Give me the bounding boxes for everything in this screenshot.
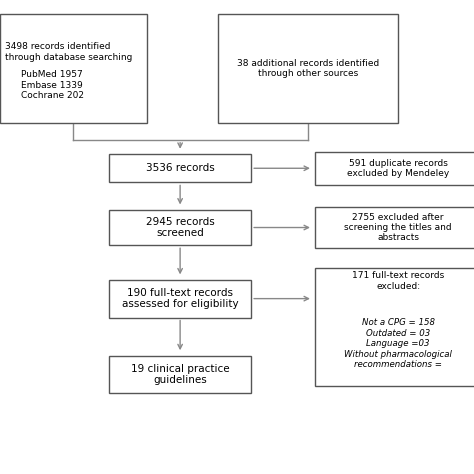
FancyBboxPatch shape <box>109 210 251 246</box>
Text: 591 duplicate records
excluded by Mendeley: 591 duplicate records excluded by Mendel… <box>347 159 449 178</box>
FancyBboxPatch shape <box>0 14 147 123</box>
Text: 171 full-text records
excluded:: 171 full-text records excluded: <box>352 272 444 291</box>
FancyBboxPatch shape <box>109 280 251 318</box>
FancyBboxPatch shape <box>109 154 251 182</box>
FancyBboxPatch shape <box>218 14 398 123</box>
Text: 3498 records identified
through database searching: 3498 records identified through database… <box>5 43 132 62</box>
Text: 38 additional records identified
through other sources: 38 additional records identified through… <box>237 59 379 78</box>
FancyBboxPatch shape <box>315 152 474 185</box>
FancyBboxPatch shape <box>109 356 251 393</box>
Text: 3536 records: 3536 records <box>146 163 215 173</box>
FancyBboxPatch shape <box>315 268 474 386</box>
Text: 2945 records
screened: 2945 records screened <box>146 217 215 238</box>
Text: Not a CPG = 158
Outdated = 03
Language =03
Without pharmacological
recommendatio: Not a CPG = 158 Outdated = 03 Language =… <box>344 319 452 369</box>
Text: 190 full-text records
assessed for eligibility: 190 full-text records assessed for eligi… <box>122 288 238 310</box>
Text: PubMed 1957
Embase 1339
Cochrane 202: PubMed 1957 Embase 1339 Cochrane 202 <box>21 71 84 100</box>
Text: 2755 excluded after
screening the titles and
abstracts: 2755 excluded after screening the titles… <box>344 213 452 242</box>
Text: 19 clinical practice
guidelines: 19 clinical practice guidelines <box>131 364 229 385</box>
FancyBboxPatch shape <box>315 207 474 247</box>
